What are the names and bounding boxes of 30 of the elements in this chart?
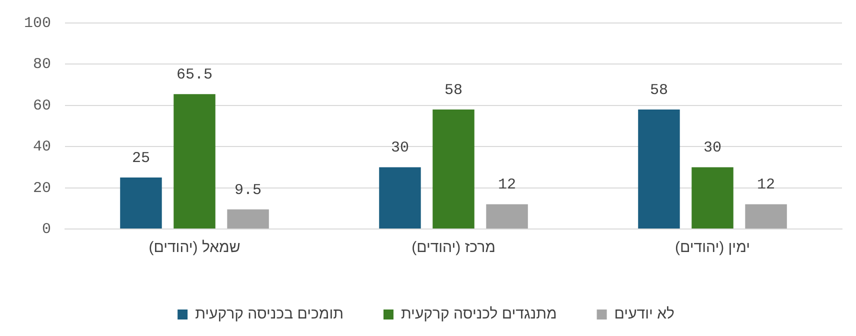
x-tick-label: ימין (יהודים) (675, 239, 750, 256)
bar (692, 167, 734, 228)
data-label: 30 (703, 140, 722, 157)
data-label: 12 (498, 176, 516, 194)
y-tick-label: 40 (32, 138, 52, 156)
data-label: 30 (390, 140, 409, 157)
legend-label: מתנגדים לכניסה קרקעית (400, 306, 557, 323)
y-tick-label: 80 (32, 56, 52, 74)
x-tick-label: מרכז (יהודים) (412, 239, 496, 256)
data-label: 12 (757, 176, 776, 194)
y-tick-label: 60 (32, 97, 52, 114)
bar (227, 209, 269, 228)
data-label: 65.5 (176, 66, 213, 84)
data-label: 58 (650, 82, 668, 99)
data-label: 58 (444, 82, 463, 99)
legend-label: לא יודעים (614, 306, 674, 323)
bar (486, 204, 528, 228)
bar (379, 167, 421, 228)
bar (638, 110, 680, 228)
bar (745, 204, 787, 228)
x-tick-label: שמאל (יהודים) (148, 239, 240, 256)
y-tick-label: 0 (42, 220, 52, 238)
legend-label: תומכים בכניסה קרקעית (195, 306, 344, 323)
data-label: 9.5 (234, 182, 262, 199)
bar (174, 94, 216, 228)
bar (120, 178, 162, 228)
y-tick-label: 20 (32, 180, 52, 197)
data-label: 25 (132, 150, 150, 167)
y-tick-label: 100 (24, 14, 52, 32)
bar (432, 110, 474, 228)
